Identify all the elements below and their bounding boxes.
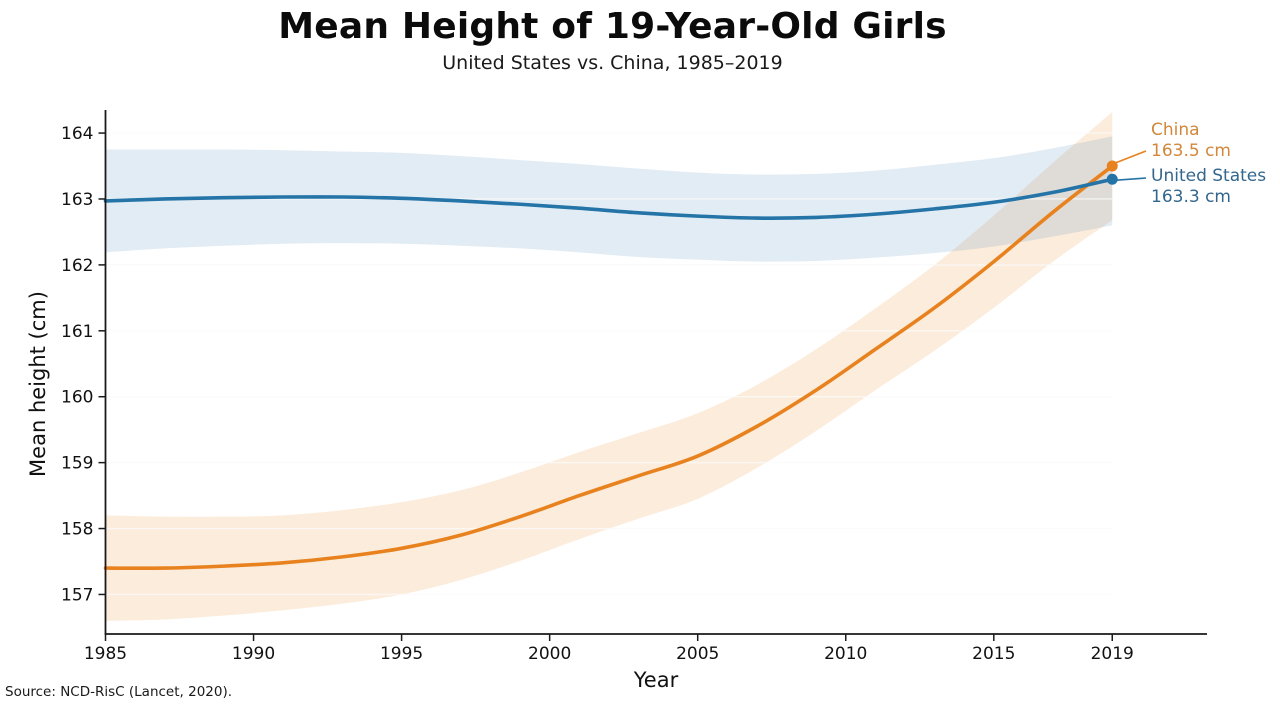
y-tick-label: 158 bbox=[61, 520, 93, 540]
china-line bbox=[103, 164, 1115, 571]
y-tick-label: 159 bbox=[61, 454, 93, 474]
china-leader-line bbox=[1114, 150, 1147, 164]
x-tick-label: 2005 bbox=[676, 644, 719, 664]
y-tick-label: 164 bbox=[61, 124, 93, 144]
china-end-dot bbox=[1106, 160, 1118, 172]
source-note: Source: NCD-RisC (Lancet, 2020). bbox=[5, 684, 233, 700]
y-tick-label: 162 bbox=[61, 256, 93, 276]
y-tick-label: 163 bbox=[61, 190, 93, 210]
us-end-label: United States bbox=[1151, 166, 1267, 186]
x-tick-label: 2010 bbox=[824, 644, 867, 664]
y-tick-label: 160 bbox=[61, 388, 93, 408]
china-end-label: China bbox=[1151, 120, 1200, 140]
us-end-label-block: United States 163.3 cm bbox=[1151, 166, 1266, 208]
chart-title: Mean Height of 19-Year-Old Girls bbox=[278, 6, 947, 47]
y-tick-label: 157 bbox=[61, 585, 93, 605]
china-end-label-block: China 163.5 cm bbox=[1151, 120, 1231, 162]
chart-header: Mean Height of 19-Year-Old Girls United … bbox=[0, 0, 1225, 74]
x-tick-label: 1995 bbox=[380, 644, 423, 664]
x-axis-label: Year bbox=[633, 668, 679, 692]
china-confidence-band bbox=[105, 111, 1113, 621]
y-tick-label: 161 bbox=[61, 322, 93, 342]
x-tick-label: 2015 bbox=[972, 644, 1015, 664]
x-tick-label: 2019 bbox=[1091, 644, 1134, 664]
x-tick-label: 2000 bbox=[528, 644, 571, 664]
us-end-dot bbox=[1106, 173, 1118, 185]
china-end-value: 163.5 cm bbox=[1151, 141, 1231, 161]
x-tick-label: 1990 bbox=[232, 644, 275, 664]
us-leader-line bbox=[1116, 177, 1147, 182]
y-axis-label: Mean height (cm) bbox=[26, 291, 50, 477]
us-line bbox=[103, 177, 1115, 220]
chart-subtitle: United States vs. China, 1985–2019 bbox=[442, 52, 783, 74]
us-end-value: 163.3 cm bbox=[1151, 187, 1231, 207]
x-tick-label: 1985 bbox=[84, 644, 127, 664]
